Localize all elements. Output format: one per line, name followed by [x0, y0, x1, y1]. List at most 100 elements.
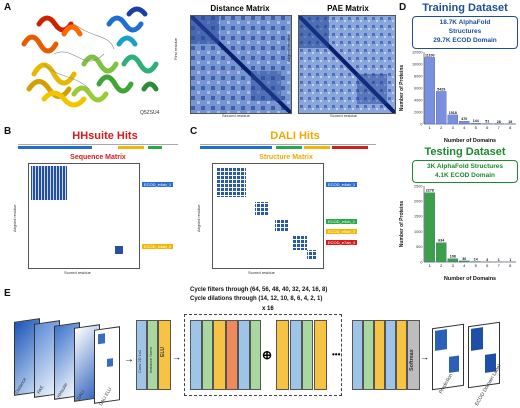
- train-ytick-label: 6000: [414, 86, 422, 90]
- pae-matrix-xlabel: Scored residue: [330, 113, 357, 118]
- train-ytick-label: 4000: [414, 98, 422, 102]
- block-conv1x1-first: Conv 2D 1x1: [136, 320, 147, 390]
- train-xtick-label: 6: [486, 125, 489, 130]
- residual-block-container: [184, 314, 342, 396]
- arrow-out: →: [420, 352, 429, 362]
- test-bar-value-label: 634: [438, 239, 444, 243]
- panel-label-b: B: [4, 126, 12, 137]
- prediction-map: [432, 323, 464, 391]
- test-bar-value-label: 36: [462, 257, 466, 261]
- train-bar-value-label: 144: [473, 119, 479, 123]
- hhsuite-title: HHsuite Hits: [72, 130, 138, 142]
- train-ytick-label: 10000: [412, 62, 423, 66]
- test-xtick-label: 7: [498, 263, 501, 268]
- distance-matrix-heatmap: [190, 15, 292, 114]
- train-bar: [447, 114, 458, 125]
- structure-matrix-heatmap: [212, 163, 324, 269]
- residual-add: ⊕: [262, 348, 273, 362]
- hhsuite-domain-1-label: ECOD_e4ab_1: [142, 182, 174, 187]
- sequence-matrix-xlabel: Scored residue: [64, 270, 91, 275]
- test-xlabel: Number of Domains: [444, 276, 496, 282]
- train-bar-value-label: 28: [497, 120, 501, 124]
- block-norm-first: Instance Norm: [147, 320, 158, 390]
- train-bar: [470, 122, 481, 125]
- block-norm-1: [202, 320, 213, 390]
- block-conv-dilation-2: [238, 320, 250, 390]
- hhsuite-bar-yellow: [118, 146, 144, 149]
- test-ytick-label: 0: [420, 260, 422, 264]
- training-title: Training Dataset: [422, 2, 508, 14]
- train-bar: [459, 121, 470, 125]
- block-out-elu1: [374, 320, 385, 390]
- train-bar-value-label: 470: [461, 117, 467, 121]
- structure-matrix-ylabel: Aligned residue: [196, 204, 201, 232]
- train-xtick-label: 5: [475, 125, 478, 130]
- test-ytick-label: 1500: [414, 215, 422, 219]
- block-dropout: [226, 320, 238, 390]
- test-ytick-label: 2000: [414, 200, 422, 204]
- train-bar: [424, 57, 435, 125]
- block-out-conv2: [385, 320, 396, 390]
- block-norm-first-label: Instance Norm: [148, 346, 153, 373]
- block-elu-first: ELU: [158, 320, 171, 390]
- dali-domain-2-label: ECOD_e4cb_2: [326, 219, 357, 224]
- block-softmax-label: Softmax: [409, 349, 415, 371]
- testing-bar-chart: 0500100015002000250022781634210833641453…: [399, 184, 516, 282]
- train-xtick-label: 4: [463, 125, 466, 130]
- dali-bar-red: [332, 146, 368, 149]
- block-elu-first-label: ELU: [160, 347, 166, 357]
- train-bar-value-label: 11100: [425, 53, 435, 57]
- test-xtick-label: 2: [440, 263, 443, 268]
- sequence-matrix-title: Sequence Matrix: [70, 154, 126, 161]
- block-elu-1: [213, 320, 226, 390]
- test-bar: [424, 192, 435, 263]
- train-bar-value-label: 1518: [449, 111, 457, 115]
- test-bar-value-label: 2278: [426, 189, 434, 193]
- test-xtick-label: 1: [429, 263, 432, 268]
- structure-matrix-xlabel: Scored residue: [248, 270, 275, 275]
- hhsuite-bar-green: [148, 146, 162, 149]
- train-ytick-label: 0: [420, 122, 422, 126]
- block-norm-3: [302, 320, 313, 390]
- ecod-label-map: [468, 321, 500, 389]
- test-bar-value-label: 1: [509, 258, 511, 262]
- test-bar: [459, 260, 470, 263]
- test-bar-value-label: 108: [450, 255, 456, 259]
- training-line-1: 18.7K AlphaFold: [439, 19, 491, 26]
- dali-domain-3-label: ECOD_e5ab_3: [326, 229, 358, 234]
- train-bar-value-label: 19: [508, 120, 512, 124]
- filters-text: Cycle filters through (64, 56, 48, 40, 3…: [190, 287, 328, 293]
- train-xlabel: Number of Domains: [444, 138, 496, 144]
- test-bar: [436, 242, 447, 263]
- dali-bar-blue: [200, 146, 272, 149]
- block-elu-2: [276, 320, 289, 390]
- test-ytick-label: 1000: [414, 230, 422, 234]
- test-xtick-label: 4: [463, 263, 466, 268]
- train-ytick-label: 2000: [414, 110, 422, 114]
- train-bar: [436, 91, 447, 125]
- train-xtick-label: 3: [452, 125, 455, 130]
- training-info-box: 18.7K AlphaFold Structures 29.7K ECOD Do…: [412, 16, 518, 49]
- block-norm-2: [250, 320, 261, 390]
- block-softmax: Softmax: [407, 320, 420, 390]
- test-xtick-label: 3: [452, 263, 455, 268]
- test-bar-value-label: 3: [486, 258, 488, 262]
- train-xtick-label: 2: [440, 125, 443, 130]
- hhsuite-seq-line: [18, 144, 178, 145]
- test-ytick-label: 500: [416, 245, 422, 249]
- block-elu-3: [314, 320, 327, 390]
- testing-info-box: 3K AlphaFold Structures 4.1K ECOD Domain: [412, 160, 518, 183]
- dali-domain-1-label: ECOD_e4ab_1: [326, 182, 358, 187]
- test-bar-value-label: 1: [498, 258, 500, 262]
- dali-bar-green: [276, 146, 302, 149]
- arrow-2: →: [172, 352, 181, 362]
- train-ylabel: Number of Proteins: [399, 65, 405, 112]
- more-blocks-dots: •••: [332, 350, 341, 359]
- block-conv1x1-first-label: Conv 2D 1x1: [137, 349, 142, 373]
- train-xtick-label: 1: [429, 125, 432, 130]
- sequence-matrix-ylabel: Aligned residue: [12, 204, 17, 232]
- protein-structure-image: [21, 6, 159, 108]
- testing-title: Testing Dataset: [424, 146, 506, 158]
- dali-title: DALI Hits: [270, 130, 320, 142]
